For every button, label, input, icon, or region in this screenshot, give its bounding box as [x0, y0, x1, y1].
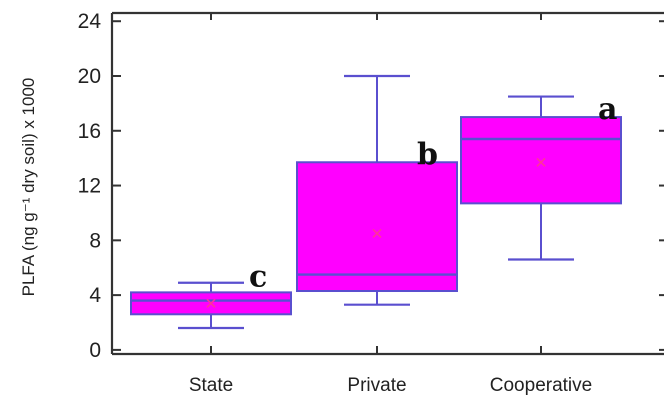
- y-tick-label: 20: [78, 65, 101, 88]
- significance-letter: a: [598, 92, 617, 127]
- box-state: c: [130, 259, 292, 330]
- x-tick-label: State: [189, 375, 233, 396]
- mean-marker: [536, 157, 546, 167]
- y-tick-label: 16: [78, 120, 101, 143]
- y-tick-label: 24: [78, 10, 102, 33]
- significance-letter: b: [417, 137, 438, 172]
- mean-marker: [372, 228, 382, 239]
- mean-marker: [206, 298, 216, 308]
- iqr-box: [296, 161, 458, 293]
- y-axis: 0 4 8 12 16 20 24: [78, 10, 664, 362]
- y-axis-title: PLFA (ng g⁻¹ dry soil) x 1000: [19, 78, 38, 297]
- y-tick-label: 4: [89, 284, 101, 307]
- y-tick-label: 12: [78, 175, 101, 198]
- x-axis: State Private Cooperative: [189, 13, 592, 396]
- y-tick-label: 8: [89, 229, 101, 252]
- plot-frame: [110, 11, 664, 356]
- box-cooperative: a: [460, 92, 622, 261]
- x-tick-label: Cooperative: [490, 375, 592, 396]
- y-tick-label: 0: [89, 339, 101, 362]
- boxes: c b a: [130, 74, 622, 330]
- significance-letter: c: [249, 259, 267, 294]
- x-tick-label: Private: [347, 375, 406, 396]
- iqr-box: [460, 116, 622, 205]
- box-private: b: [296, 74, 458, 306]
